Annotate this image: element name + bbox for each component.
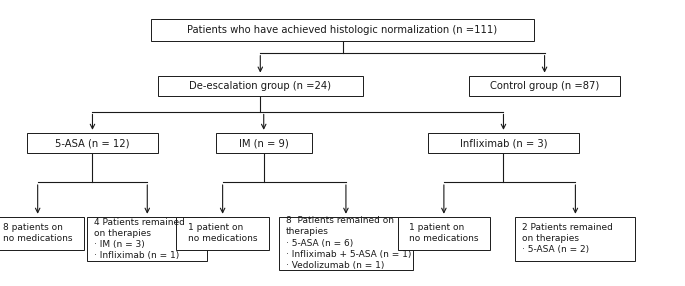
- FancyBboxPatch shape: [158, 76, 363, 96]
- Text: 1 patient on
no medications: 1 patient on no medications: [188, 223, 258, 243]
- Text: Infliximab (n = 3): Infliximab (n = 3): [460, 138, 547, 148]
- FancyBboxPatch shape: [151, 19, 534, 41]
- Text: 1 patient on
no medications: 1 patient on no medications: [409, 223, 479, 243]
- FancyBboxPatch shape: [469, 76, 620, 96]
- Text: 5-ASA (n = 12): 5-ASA (n = 12): [55, 138, 129, 148]
- Text: 2 Patients remained
on therapies
· 5-ASA (n = 2): 2 Patients remained on therapies · 5-ASA…: [522, 223, 613, 255]
- FancyBboxPatch shape: [88, 217, 207, 261]
- FancyBboxPatch shape: [279, 217, 412, 269]
- Text: 8 patients on
no medications: 8 patients on no medications: [3, 223, 73, 243]
- FancyBboxPatch shape: [397, 217, 490, 249]
- FancyBboxPatch shape: [216, 133, 312, 153]
- Text: Patients who have achieved histologic normalization (n =111): Patients who have achieved histologic no…: [188, 25, 497, 35]
- FancyBboxPatch shape: [177, 217, 269, 249]
- Text: IM (n = 9): IM (n = 9): [239, 138, 288, 148]
- FancyBboxPatch shape: [515, 217, 635, 261]
- FancyBboxPatch shape: [0, 217, 84, 249]
- FancyBboxPatch shape: [27, 133, 158, 153]
- Text: 8  Patients remained on
therapies
· 5-ASA (n = 6)
· Infliximab + 5-ASA (n = 1)
·: 8 Patients remained on therapies · 5-ASA…: [286, 217, 412, 270]
- Text: 4 Patients remained
on therapies
· IM (n = 3)
· Infliximab (n = 1): 4 Patients remained on therapies · IM (n…: [95, 218, 185, 260]
- FancyBboxPatch shape: [428, 133, 579, 153]
- Text: De-escalation group (n =24): De-escalation group (n =24): [189, 81, 332, 91]
- Text: Control group (n =87): Control group (n =87): [490, 81, 599, 91]
